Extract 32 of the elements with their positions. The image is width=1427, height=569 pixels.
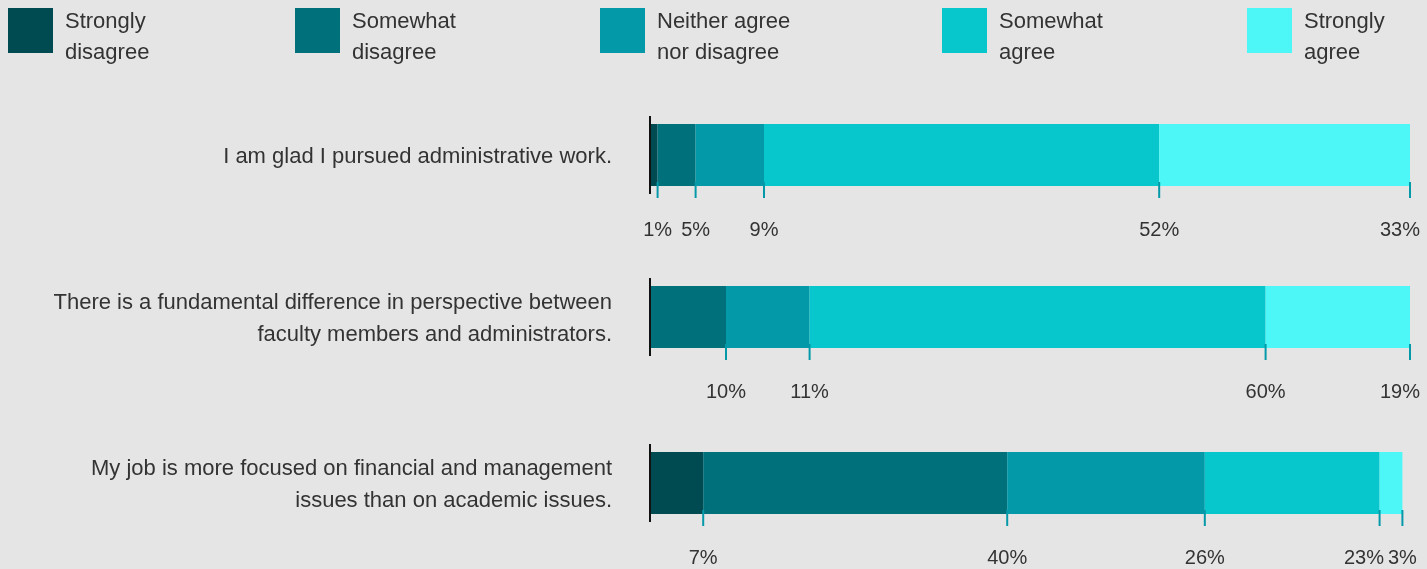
data-label: 52% — [1139, 218, 1180, 240]
legend-label: Strongly agree — [1304, 8, 1385, 64]
legend-label: Strongly disagree — [65, 8, 150, 64]
data-label: 9% — [749, 218, 779, 240]
legend-label: Neither agree nor disagree — [657, 8, 791, 64]
bar — [703, 452, 1008, 514]
data-label: 40% — [987, 546, 1028, 568]
bar — [650, 286, 726, 348]
bar — [764, 124, 1160, 186]
data-label: 19% — [1379, 380, 1421, 402]
data-label: 10% — [705, 380, 747, 402]
data-label: 23% — [1343, 546, 1385, 568]
legend-label: Somewhat disagree — [352, 8, 456, 64]
data-label: 7% — [688, 546, 718, 568]
bar — [1265, 286, 1410, 348]
bar — [1379, 452, 1403, 514]
data-label: 60% — [1245, 380, 1286, 402]
bar — [1204, 452, 1380, 514]
bar — [809, 286, 1266, 348]
data-label: 5% — [681, 218, 711, 240]
data-label: 26% — [1184, 546, 1226, 568]
y-tick-label: There is a fundamental difference in perspective between faculty members and administrators. — [53, 289, 612, 346]
data-label: 11% — [790, 380, 830, 402]
y-tick-label: My job is more focused on financial and management issues than on academic issues. — [91, 455, 612, 512]
bar — [1159, 124, 1410, 186]
bar — [657, 124, 696, 186]
data-label: 33% — [1379, 218, 1421, 240]
bar — [650, 452, 704, 514]
data-label: 1% — [643, 218, 673, 240]
data-label: 3% — [1387, 546, 1418, 568]
legend-label: Somewhat agree — [999, 8, 1103, 64]
y-tick-label: I am glad I pursued administrative work. — [223, 143, 612, 168]
